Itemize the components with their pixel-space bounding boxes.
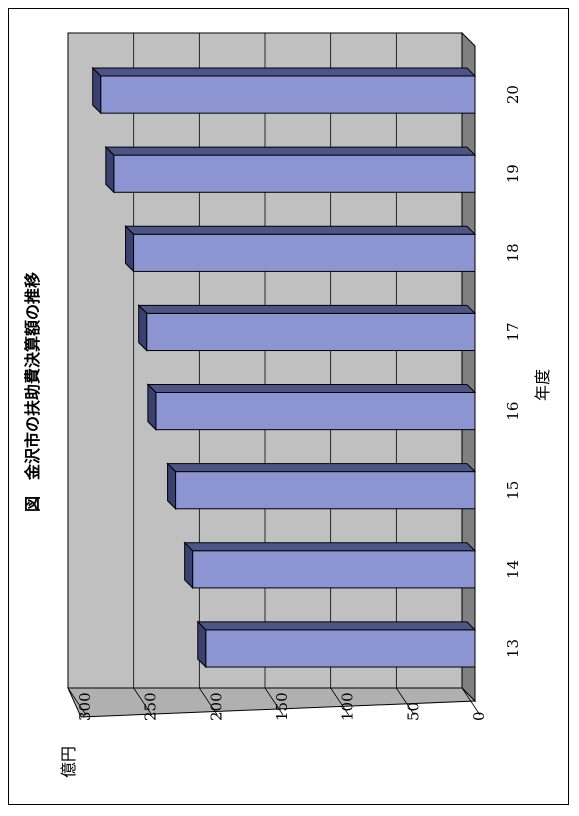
bar-top: [183, 542, 477, 552]
category-label: 15: [504, 481, 522, 500]
y-tick-label: 150: [273, 692, 291, 721]
bar-end: [125, 225, 135, 273]
bar-top: [196, 621, 477, 631]
bar: [205, 629, 476, 668]
bar: [155, 391, 476, 431]
grid-line-floor: [264, 687, 284, 716]
bar-end: [147, 383, 157, 431]
category-labels: 20 19 18 17 16 15 14 13: [504, 85, 522, 658]
x-axis-label: 年度: [533, 369, 552, 401]
bar-top: [124, 225, 477, 235]
category-label: 19: [504, 164, 522, 183]
y-tick-label: 200: [207, 692, 225, 721]
chart-title: 図 金沢市の扶助費決算額の推移: [23, 272, 42, 512]
bar-end: [184, 541, 194, 590]
category-label: 17: [504, 322, 522, 341]
bar: [113, 154, 476, 193]
bar-top: [104, 146, 477, 156]
y-tick-label: 0: [470, 711, 488, 721]
bar-end: [197, 620, 207, 669]
floor: [461, 31, 476, 703]
category-label: 13: [504, 639, 522, 658]
bar-end: [92, 66, 102, 115]
category-label: 20: [504, 85, 522, 104]
bar-top: [146, 383, 477, 393]
bar-end: [105, 145, 115, 194]
category-label: 18: [504, 243, 522, 262]
bar: [133, 233, 476, 272]
chart-walls: [67, 31, 477, 718]
y-axis-label: 億円: [59, 746, 78, 778]
bar: [146, 312, 476, 352]
bar: [175, 471, 476, 510]
bar-top: [137, 304, 477, 314]
grid-line-floor: [133, 687, 152, 716]
category-label: 16: [504, 402, 522, 421]
category-label: 14: [504, 560, 522, 579]
bars: [91, 66, 477, 669]
y-tick-label: 300: [76, 692, 94, 721]
grid-line-floor: [67, 687, 87, 716]
y-tick-label: 250: [142, 692, 160, 721]
grid-line-floor: [396, 687, 415, 716]
grid-line-floor: [461, 687, 481, 716]
y-tick-label: 100: [339, 692, 357, 721]
bar: [192, 550, 476, 589]
bar-top: [91, 67, 477, 77]
y-tick-labels: 0 50 100 150 200 250 300: [76, 692, 488, 721]
bar: [100, 75, 476, 114]
y-tick-label: 50: [404, 702, 422, 721]
bar-end: [167, 462, 177, 510]
grid-line-floor: [199, 687, 218, 716]
grid-line-floor: [330, 687, 349, 716]
bar-end: [138, 304, 148, 352]
bar-top: [166, 463, 477, 473]
